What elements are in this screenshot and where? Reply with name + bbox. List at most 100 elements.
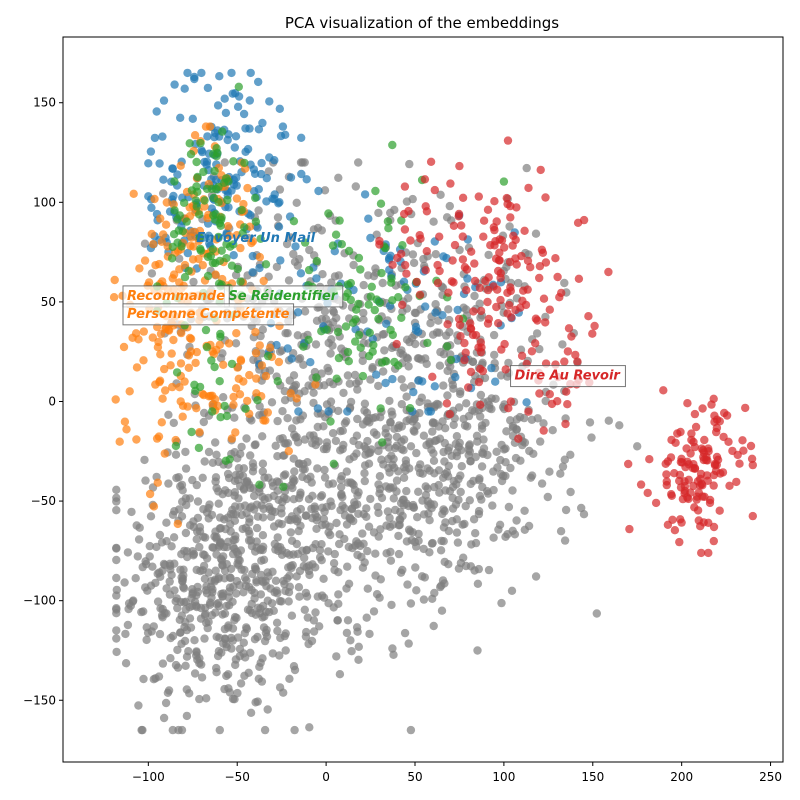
scatter-point (179, 584, 189, 593)
scatter-point (161, 698, 171, 708)
scatter-point (334, 406, 343, 416)
scatter-point (386, 418, 395, 427)
scatter-point (466, 367, 476, 377)
scatter-point (176, 359, 186, 368)
scatter-point (208, 407, 217, 416)
scatter-point (379, 460, 388, 469)
scatter-point (180, 377, 189, 386)
scatter-point (331, 436, 341, 446)
scatter-point (479, 216, 489, 225)
scatter-point (404, 639, 413, 648)
scatter-point (454, 212, 463, 221)
scatter-point (320, 307, 330, 316)
scatter-point (259, 542, 268, 551)
scatter-point (112, 634, 121, 643)
scatter-point (461, 501, 470, 511)
scatter-point (429, 621, 438, 631)
scatter-point (210, 532, 219, 541)
scatter-point (169, 418, 178, 428)
scatter-point (545, 305, 554, 314)
scatter-point (539, 426, 548, 435)
scatter-point (280, 631, 289, 641)
scatter-point (604, 416, 613, 425)
scatter-point (275, 104, 284, 114)
scatter-point (451, 372, 460, 382)
scatter-point (419, 431, 429, 440)
scatter-point (474, 377, 484, 387)
scatter-point (506, 283, 515, 292)
scatter-point (151, 261, 160, 270)
scatter-point (144, 159, 153, 168)
scatter-point (357, 552, 366, 562)
scatter-point (372, 370, 381, 379)
scatter-point (476, 313, 485, 322)
scatter-point (392, 476, 402, 485)
scatter-point (371, 571, 380, 580)
scatter-point (484, 250, 493, 260)
scatter-point (522, 163, 531, 173)
scatter-point (239, 109, 249, 119)
scatter-point (206, 391, 215, 401)
scatter-point (112, 506, 121, 515)
scatter-point (164, 410, 173, 419)
scatter-point (264, 473, 273, 482)
scatter-point (242, 576, 251, 585)
scatter-point (535, 262, 545, 271)
scatter-point (690, 464, 700, 473)
scatter-point (343, 371, 353, 380)
scatter-point (246, 451, 255, 460)
scatter-point (120, 578, 129, 587)
scatter-point (284, 276, 294, 285)
scatter-point (239, 588, 248, 597)
scatter-point (173, 603, 182, 613)
scatter-point (291, 242, 300, 251)
scatter-point (336, 446, 345, 455)
scatter-point (490, 197, 499, 206)
scatter-point (167, 254, 177, 263)
scatter-point (284, 597, 293, 606)
scatter-point (219, 360, 228, 369)
scatter-point (193, 497, 203, 506)
scatter-point (176, 113, 185, 123)
scatter-point (148, 333, 157, 342)
scatter-point (169, 191, 178, 201)
scatter-point (394, 361, 403, 370)
scatter-point (415, 397, 424, 407)
scatter-point (156, 214, 165, 223)
scatter-point (558, 462, 568, 471)
scatter-point (229, 535, 238, 545)
scatter-point (363, 584, 372, 593)
scatter-point (504, 358, 513, 368)
scatter-point (212, 450, 221, 459)
scatter-point (354, 158, 363, 167)
scatter-point (109, 293, 119, 302)
scatter-point (746, 441, 756, 451)
scatter-point (231, 660, 240, 670)
scatter-point (496, 295, 505, 305)
scatter-point (348, 543, 357, 553)
scatter-point (320, 465, 329, 475)
scatter-point (402, 486, 411, 496)
scatter-point (181, 661, 190, 670)
scatter-point (380, 346, 389, 355)
scatter-point (406, 725, 416, 735)
scatter-point (378, 278, 387, 288)
scatter-point (159, 189, 168, 198)
scatter-point (173, 663, 183, 672)
scatter-point (135, 264, 144, 273)
scatter-point (248, 268, 257, 277)
scatter-point (426, 319, 435, 328)
scatter-point (430, 185, 439, 195)
scatter-point (446, 355, 456, 365)
scatter-point (224, 684, 233, 693)
scatter-point (225, 231, 234, 241)
scatter-point (156, 350, 165, 359)
x-tick-label: 100 (492, 770, 515, 784)
scatter-point (156, 329, 166, 339)
scatter-point (200, 457, 209, 466)
scatter-point (252, 389, 261, 398)
scatter-point (514, 278, 523, 288)
scatter-point (449, 420, 458, 430)
scatter-point (358, 529, 367, 538)
scatter-point (292, 198, 301, 207)
